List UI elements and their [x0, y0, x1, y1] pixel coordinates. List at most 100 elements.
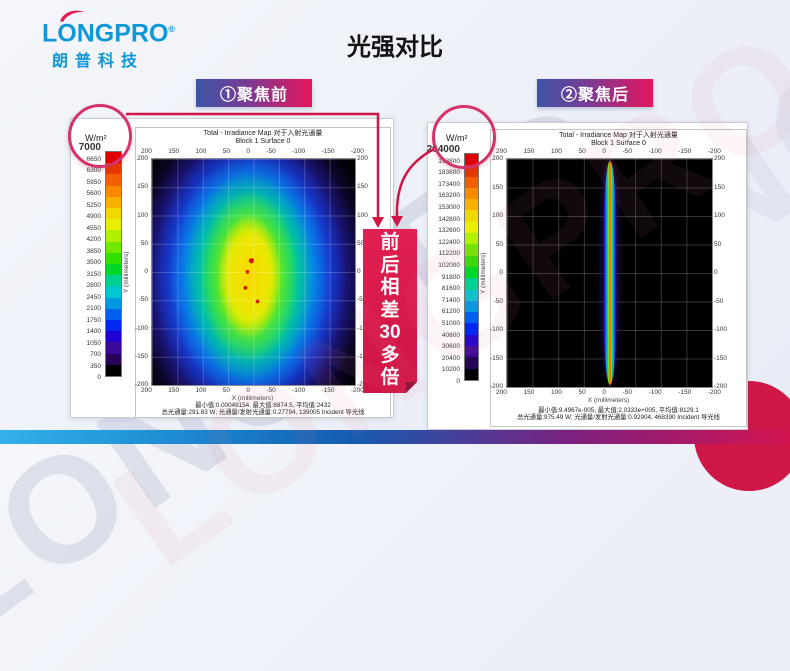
x-tick-label: -200: [350, 387, 364, 394]
x-tick-label: -100: [648, 389, 662, 396]
y-tick-label: -100: [489, 326, 503, 333]
x-tick-label: 0: [602, 148, 606, 155]
stats-line-1: 最小值:9.4967e-005, 最大值:2.0333e+005, 平均值:81…: [538, 407, 699, 414]
x-tick-label: 50: [222, 148, 230, 155]
colorbar-tick-label: 5250: [86, 201, 101, 209]
y-tick-label: -50: [493, 297, 503, 305]
colorbar-swatch: [106, 196, 121, 209]
irradiance-panel-before: Total - Irradiance Map 对于入射光通量 Block 1 S…: [70, 118, 394, 418]
colorbar-labels: 204000 193800 183600 173400 163200 153000 1428…: [427, 145, 460, 385]
colorbar-tick-label: 2800: [86, 282, 101, 289]
stats-line-2: 总光通量:291.83 W; 光通量/发射光通量:0.27794, 139005…: [161, 409, 365, 416]
y-axis-ticks-right: 200 150 100 50 0 -50 -100 -150 -200: [714, 155, 734, 390]
colorbar-swatch: [465, 266, 478, 279]
magnifier-circle-right: [432, 105, 496, 169]
colorbar-tick-label: 153000: [438, 203, 460, 211]
colorbar-tick-label: 81600: [441, 285, 460, 293]
colorbar-swatch: [106, 308, 121, 321]
x-tick-label: -150: [321, 387, 335, 394]
y-tick-label: 150: [357, 183, 368, 191]
colorbar-tick-label: 71400: [441, 296, 460, 304]
stats-line-2: 总光通量:975.49 W; 光通量/发射光通量:0.92904, 468390…: [517, 414, 720, 421]
ribbon-char: 30: [379, 322, 401, 344]
colorbar-swatch: [465, 199, 478, 211]
x-tick-label: -50: [266, 387, 276, 394]
y-tick-label: -150: [489, 354, 503, 362]
ribbon-char: 倍: [380, 367, 400, 389]
plot-frame: [490, 129, 747, 427]
colorbar-swatch: [465, 278, 478, 290]
colorbar-tick-label: 3500: [86, 259, 101, 266]
y-tick-label: 150: [137, 183, 148, 191]
ribbon-char: 多: [380, 344, 400, 366]
y-tick-label: -50: [357, 296, 367, 304]
y-tick-label: 100: [137, 211, 148, 219]
x-tick-label: 100: [550, 148, 562, 155]
magnifier-circle-left: [68, 104, 132, 168]
colorbar-swatch: [465, 233, 478, 245]
x-tick-label: 0: [246, 387, 250, 394]
y-axis-ticks-left: 200 150 100 50 0 -50 -100 -150 -200: [127, 155, 148, 388]
plot-subtitle: Block 1 Surface 0: [591, 140, 646, 147]
colorbar-tick-label: 6300: [86, 167, 101, 174]
plot-title: Total - Irradiance Map 对于入射光通量: [203, 130, 323, 137]
colorbar-swatch: [465, 165, 478, 177]
y-tick-label: 200: [137, 155, 148, 162]
x-axis-ticks-bottom: 200 150 100 50 0 -50 -100 -150 -200: [496, 389, 721, 396]
colorbar-tick-label: 163200: [438, 192, 460, 200]
colorbar-swatch: [106, 219, 121, 231]
colorbar-tick-label: 91800: [441, 273, 460, 281]
colorbar-tick-label: 112200: [438, 250, 460, 258]
heatmap-before: [151, 158, 356, 386]
x-tick-label: 200: [496, 148, 507, 155]
y-tick-label: 200: [492, 155, 503, 162]
y-tick-label: 0: [499, 269, 503, 276]
colorbar-tick-label: 2100: [86, 305, 101, 312]
y-axis-ticks-left: 200 150 100 50 0 -50 -100 -150 -200: [483, 155, 503, 390]
longpro-logo: LONGPRO® 朗普科技: [42, 10, 175, 71]
y-tick-label: 200: [357, 155, 368, 162]
x-tick-label: -200: [707, 148, 721, 155]
colorbar-swatch: [106, 230, 121, 242]
colorbar-tick-label: 122400: [438, 238, 460, 246]
colorbar-tick-label: 132600: [438, 227, 460, 235]
difference-ribbon: 前后相差 30 多倍: [363, 229, 417, 393]
y-tick-label: 150: [492, 183, 503, 191]
x-axis-label: X (millimeters): [231, 395, 274, 402]
x-tick-label: 50: [222, 387, 230, 394]
x-tick-label: 200: [141, 387, 152, 394]
irradiance-panel-after: Total - Irradiance Map 对于入射光通量 Block 1 S…: [427, 122, 748, 430]
colorbar-swatch: [465, 255, 478, 267]
colorbar-tick-label: 183600: [438, 169, 460, 177]
colorbar-swatch: [465, 221, 478, 234]
y-tick-label: 50: [357, 239, 365, 247]
colorbar-swatch: [106, 297, 121, 309]
y-tick-label: 150: [714, 183, 725, 191]
colorbar-swatch: [106, 342, 121, 354]
colorbar-tick-label: 51000: [441, 319, 460, 327]
colorbar-swatch: [106, 163, 121, 175]
y-tick-label: 0: [144, 268, 148, 275]
colorbar-tick-label: 2450: [86, 293, 101, 301]
x-tick-label: 150: [523, 148, 535, 155]
colorbar-tick-label: 3850: [86, 247, 101, 255]
colorbar-tick-label: 10200: [441, 366, 460, 374]
y-tick-label: 100: [357, 211, 368, 219]
colorbar-swatch: [106, 174, 121, 186]
logo-subtitle: 朗普科技: [52, 53, 145, 71]
colorbar-swatch: [465, 289, 478, 301]
x-tick-label: 150: [523, 389, 535, 396]
page-title: 光强对比: [347, 34, 443, 61]
header-before-focus: ①聚焦前: [196, 79, 312, 107]
x-tick-label: 100: [550, 389, 562, 396]
logo-brand-text: LONGPRO®: [42, 10, 175, 46]
colorbar-swatch: [106, 275, 121, 287]
colorbar-tick-label: 4200: [86, 236, 101, 243]
colorbar-swatch: [106, 252, 121, 265]
y-tick-label: 0: [357, 268, 361, 275]
colorbar-labels: 7000 6650 6300 5950 5600 5250 4900 4550 4200 3850…: [71, 143, 101, 381]
y-tick-label: 200: [714, 155, 725, 162]
colorbar-tick-label: 173400: [438, 180, 460, 188]
colorbar-swatch: [106, 286, 121, 298]
x-tick-label: 100: [195, 387, 207, 394]
